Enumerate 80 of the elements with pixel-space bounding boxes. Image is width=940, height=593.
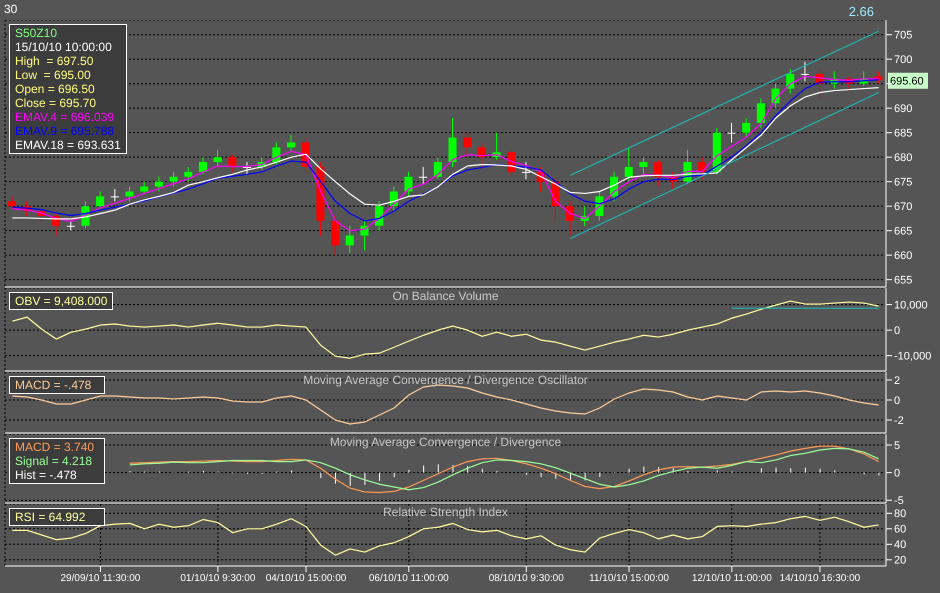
x-tick-label: 11/10/10 15:00:00 xyxy=(589,573,670,584)
y-tick-label: -5 xyxy=(894,495,904,508)
y-tick-label: 670 xyxy=(894,201,912,214)
candlestick xyxy=(639,156,648,178)
text: EMAV.4 = 696.039 xyxy=(15,110,116,124)
candlestick xyxy=(170,171,178,188)
chart-subtitle: 2.66 xyxy=(848,4,874,19)
candlestick xyxy=(522,162,530,180)
y-tick-label: 0 xyxy=(894,325,900,338)
y-tick-label: 690 xyxy=(894,103,912,116)
y-tick-label: 60 xyxy=(894,524,906,536)
series-label: OBV = 9,408.000 xyxy=(15,294,108,308)
candlestick xyxy=(214,149,222,168)
x-tick-label: 01/10/10 9:30:00 xyxy=(180,573,256,584)
y-tick-label: 0 xyxy=(894,394,900,407)
y-tick-label: 655 xyxy=(894,274,912,287)
candlestick xyxy=(96,190,104,210)
series-label: RSI = 64.992 xyxy=(15,510,86,524)
annotation: S50Z10 xyxy=(15,26,58,40)
y-tick-label: 700 xyxy=(894,54,912,66)
x-tick-label: 14/10/10 16:30:00 xyxy=(780,573,861,584)
candlestick xyxy=(346,225,354,254)
annotation: Close = 695.70 xyxy=(15,96,98,110)
candlestick xyxy=(154,176,163,192)
candlestick xyxy=(800,61,809,82)
text: Signal = 4.218 xyxy=(15,454,94,468)
candlestick xyxy=(463,132,472,158)
candlestick xyxy=(242,162,252,175)
y-tick-label: 665 xyxy=(894,226,912,238)
candlestick xyxy=(184,166,192,182)
y-tick-label: 705 xyxy=(894,30,912,42)
candlestick xyxy=(66,220,75,232)
text: EMAV.9 = 695.788 xyxy=(15,124,116,138)
y-tick-label: -10,000 xyxy=(894,350,932,363)
chart-title: Relative Strength Index xyxy=(383,505,508,519)
x-tick-label: 12/10/10 11:00:00 xyxy=(692,573,772,584)
candlestick xyxy=(566,200,574,236)
candlestick xyxy=(140,181,148,194)
y-tick-label: 80 xyxy=(894,508,906,520)
y-tick-label: 5 xyxy=(894,440,900,452)
candlestick xyxy=(624,146,633,182)
annotation: Open = 696.50 xyxy=(15,82,96,96)
y-tick-label: 20 xyxy=(894,554,906,567)
candlestick xyxy=(198,156,207,175)
y-tick-label: 680 xyxy=(894,152,912,164)
candlestick xyxy=(419,166,428,185)
annotation: Low = 695.00 xyxy=(15,68,92,82)
y-tick-label: 685 xyxy=(894,128,912,140)
y-tick-label: 40 xyxy=(894,539,906,552)
chart-title: On Balance Volume xyxy=(392,289,499,303)
candlestick xyxy=(110,188,119,202)
y-tick-label: -2 xyxy=(894,414,904,427)
chart-title: 30 xyxy=(4,2,18,16)
y-tick-label: 0 xyxy=(894,468,900,480)
y-tick-label: 10,000 xyxy=(894,300,928,312)
x-tick-label: 08/10/10 9:30:00 xyxy=(488,573,564,584)
x-tick-label: 04/10/10 15:00:00 xyxy=(266,573,347,584)
candlestick xyxy=(756,98,765,128)
annotation: 695.60 xyxy=(890,76,924,88)
candlestick xyxy=(727,122,736,143)
candlestick xyxy=(654,159,662,188)
y-tick-label: 660 xyxy=(894,250,912,262)
chart-title: Moving Average Convergence / Divergence xyxy=(330,435,562,449)
annotation: High = 697.50 xyxy=(15,54,94,68)
text: EMAV.18 = 693.631 xyxy=(15,138,121,152)
text: Hist = -.478 xyxy=(15,468,78,482)
y-tick-label: 2 xyxy=(894,374,900,387)
x-tick-label: 29/09/10 11:30:00 xyxy=(60,573,141,584)
candlestick xyxy=(434,156,442,180)
candlestick xyxy=(742,117,750,138)
x-tick-label: 06/10/10 11:00:00 xyxy=(368,573,450,584)
candlestick xyxy=(228,154,236,172)
candlestick xyxy=(125,186,134,202)
y-tick-label: 675 xyxy=(894,176,912,189)
text: MACD = 3.740 xyxy=(15,440,96,454)
series-label: MACD = -.478 xyxy=(15,378,92,392)
annotation: 15/10/10 10:00:00 xyxy=(15,40,113,54)
candlestick xyxy=(286,134,296,153)
chart-title: Moving Average Convergence / Divergence Oscillator xyxy=(303,373,588,387)
candlestick xyxy=(8,196,16,210)
